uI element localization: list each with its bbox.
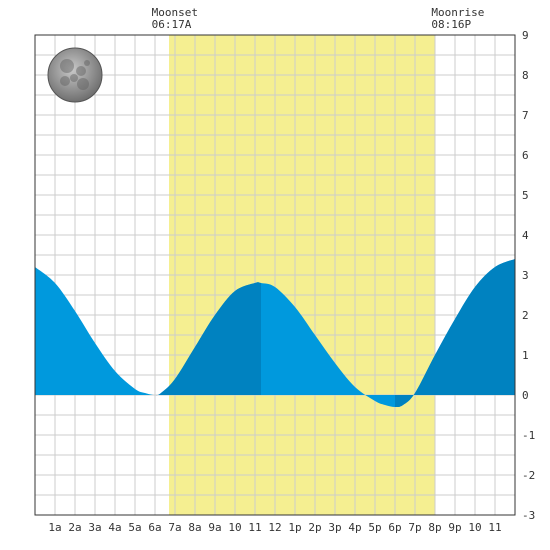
x-tick-label: 7p (408, 521, 421, 534)
x-tick-label: 5p (368, 521, 381, 534)
x-tick-label: 6a (148, 521, 161, 534)
moon-crater (77, 78, 89, 90)
x-tick-label: 5a (128, 521, 141, 534)
tide-area-rising (155, 282, 261, 396)
moon-disc (47, 47, 103, 103)
x-tick-label: 8p (428, 521, 441, 534)
y-tick-label: -3 (522, 509, 535, 522)
moon-layer (47, 47, 103, 103)
axis-layer (34, 34, 516, 516)
y-tick-label: 6 (522, 149, 529, 162)
tide-area-rising (395, 259, 515, 408)
y-tick-label: 8 (522, 69, 529, 82)
tide-area-falling (35, 259, 515, 408)
x-tick-label: 3a (88, 521, 101, 534)
annotation-title: Moonset (152, 6, 198, 19)
moon-crater (84, 60, 90, 66)
x-tick-label: 11 (248, 521, 261, 534)
y-tick-label: 4 (522, 229, 529, 242)
moon-crater (60, 59, 74, 73)
y-tick-label: 7 (522, 109, 529, 122)
moon-crater (76, 66, 86, 76)
label-layer: 1a 2a 3a 4a 5a 6a 7a 8a 9a 10 11 12 1p 2p 3p 4p 5p 6p 7p 8p… (48, 6, 535, 534)
x-tick-label: 3p (328, 521, 341, 534)
annotation-title: Moonrise (431, 6, 484, 19)
x-tick-label: 10 (228, 521, 241, 534)
y-tick-label: 3 (522, 269, 529, 282)
y-tick-label: 9 (522, 29, 529, 42)
x-tick-label: 7a (168, 521, 181, 534)
y-tick-label: -2 (522, 469, 535, 482)
x-tick-label: 4p (348, 521, 361, 534)
annotation-time: 06:17A (152, 18, 192, 31)
full-moon-icon (47, 47, 103, 103)
y-tick-label: 1 (522, 349, 529, 362)
x-tick-label: 2a (68, 521, 81, 534)
x-tick-label: 6p (388, 521, 401, 534)
tide-area-layer (35, 259, 515, 408)
y-tick-label: -1 (522, 429, 535, 442)
x-tick-label: 9a (208, 521, 221, 534)
y-tick-label: 5 (522, 189, 529, 202)
x-tick-label: 1p (288, 521, 301, 534)
grid-layer (35, 35, 515, 515)
moon-crater (70, 74, 78, 82)
annotation-time: 08:16P (431, 18, 471, 31)
x-tick-label: 12 (268, 521, 281, 534)
y-tick-label: 0 (522, 389, 529, 402)
y-tick-label: 2 (522, 309, 529, 322)
x-tick-label: 4a (108, 521, 121, 534)
x-tick-label: 1a (48, 521, 61, 534)
moon-crater (60, 76, 70, 86)
x-tick-label: 11 (488, 521, 501, 534)
plot-border (34, 34, 516, 516)
x-tick-label: 8a (188, 521, 201, 534)
x-tick-label: 10 (468, 521, 481, 534)
x-tick-label: 2p (308, 521, 321, 534)
x-tick-label: 9p (448, 521, 461, 534)
